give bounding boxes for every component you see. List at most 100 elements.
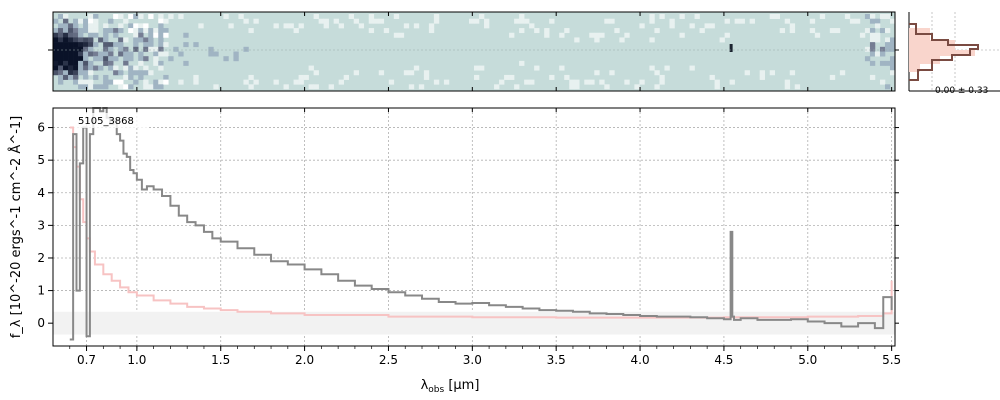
- spectrum-2d-pixel: [574, 37, 580, 43]
- spectrum-2d-pixel: [133, 65, 139, 71]
- spectrum-2d-pixel: [93, 28, 99, 34]
- spectrum-2d-pixel: [654, 28, 660, 34]
- spectrum-2d-pixel: [63, 46, 69, 52]
- spectrum-2d-pixel: [83, 23, 89, 29]
- spectrum-2d-pixel: [423, 70, 430, 76]
- spectrum-2d-pixel: [198, 23, 204, 29]
- spectrum-2d-pixel: [83, 42, 89, 48]
- spectrum-2d-pixel: [484, 18, 490, 24]
- spectrum-2d-pixel: [679, 14, 685, 19]
- spectrum-2d-pixel: [864, 28, 871, 34]
- spectrum-2d-pixel: [649, 65, 655, 71]
- spectrum-2d-pixel: [78, 37, 84, 43]
- spectrum-2d-pixel: [93, 74, 99, 80]
- spectrum-2d-pixel: [68, 70, 74, 76]
- zero-band: [53, 311, 895, 335]
- spectrum-2d-pixel: [884, 60, 891, 66]
- object-label-box: [74, 113, 148, 128]
- spectrum-2d-pixel: [148, 84, 154, 90]
- spectrum-2d-pixel: [63, 14, 69, 19]
- spectrum-2d-pixel: [494, 84, 500, 90]
- x-tick-label: 4.0: [631, 353, 650, 367]
- spectrum-2d-pixel: [649, 37, 655, 43]
- spectrum-2d-pixel: [123, 84, 129, 90]
- spectrum-2d-pixel: [393, 14, 400, 19]
- spectrum-2d-pixel: [368, 18, 375, 24]
- spectrum-2d-pixel: [133, 23, 139, 29]
- spectrum-2d-pixel: [383, 28, 390, 34]
- spectrum-2d-pixel: [148, 46, 154, 52]
- spectrum-2d-pixel: [338, 79, 344, 85]
- spectrum-2d-pixel: [368, 14, 375, 19]
- spectrum-2d-pixel: [118, 84, 124, 90]
- spectrum-2d-pixel: [599, 32, 605, 38]
- spectrum-2d-pixel: [158, 18, 164, 24]
- y-tick-label: 2: [37, 251, 45, 265]
- spectrum-2d-pixel: [549, 74, 555, 80]
- spectrum-2d-pixel: [58, 79, 64, 85]
- spectrum-2d-pixel: [163, 32, 169, 38]
- spectrum-2d-pixel: [98, 84, 104, 90]
- spectrum-2d-pixel: [93, 84, 99, 90]
- spectrum-2d-pixel: [123, 18, 129, 24]
- spectrum-2d-pixel: [403, 70, 410, 76]
- spectrum-2d-pixel: [178, 51, 184, 57]
- spectrum-2d-pixel: [869, 14, 876, 19]
- x-axis-label: λobs [μm]: [421, 378, 480, 395]
- spectrum-2d-pixel: [118, 23, 124, 29]
- spectrum-2d-pixel: [569, 84, 575, 90]
- spectrum-2d-pixel: [128, 74, 134, 80]
- spectrum-2d-pixel: [313, 70, 319, 76]
- spectrum-2d-pixel: [879, 60, 886, 66]
- spectrum-2d-pixel: [834, 28, 841, 34]
- spectrum-2d-pixel: [669, 23, 675, 29]
- spectrum-2d-pixel: [93, 32, 99, 38]
- spectrum-2d-pixel: [889, 70, 896, 76]
- spectrum-2d-pixel: [58, 46, 64, 52]
- spectrum-2d-pixel: [368, 28, 375, 34]
- spectrum-2d-pixel: [138, 74, 144, 80]
- spectrum-2d-pixel: [58, 74, 64, 80]
- spectrum-2d-pixel: [408, 70, 415, 76]
- spectrum-2d-pixel: [654, 84, 660, 90]
- spectrum-2d-pixel: [559, 32, 565, 38]
- spectrum-2d-pixel: [509, 32, 515, 38]
- spectrum-2d-pixel: [63, 70, 69, 76]
- spectrum-2d-pixel: [153, 60, 159, 66]
- spectrum-2d-pixel: [358, 23, 365, 29]
- spectrum-2d-pixel: [308, 84, 314, 90]
- spectrum-2d-pixel: [78, 42, 84, 48]
- spectrum-2d-pixel: [634, 84, 640, 90]
- spectrum-2d-pixel: [298, 74, 304, 80]
- x-tick-label: 5.5: [882, 353, 901, 367]
- spectrum-2d-pixel: [93, 14, 99, 19]
- spectrum-2d-pixel: [118, 79, 124, 85]
- spectrum-2d-pixel: [183, 42, 189, 48]
- spectrum-2d-pixel: [884, 42, 891, 48]
- spectrum-2d-pixel: [53, 28, 59, 34]
- spectrum-2d-pixel: [138, 60, 144, 66]
- spectrum-2d-pixel: [874, 37, 881, 43]
- spectrum-2d-pixel: [113, 28, 119, 34]
- spectrum-2d-pixel: [78, 79, 84, 85]
- spectrum-2d-pixel: [138, 23, 144, 29]
- spectrum-2d-pixel: [193, 42, 199, 48]
- spectrum-2d-pixel: [133, 37, 139, 43]
- spectrum-2d-pixel: [163, 18, 169, 24]
- spectrum-2d-pixel: [809, 28, 816, 34]
- spectrum-2d-pixel: [83, 37, 89, 43]
- spectrum-2d-pixel: [103, 56, 109, 62]
- spectrum-2d-pixel: [143, 46, 149, 52]
- spectrum-2d-pixel: [724, 18, 730, 24]
- spectrum-2d-pixel: [158, 32, 164, 38]
- spectrum-2d-pixel: [594, 32, 600, 38]
- spectrum-2d-pixel: [138, 14, 144, 19]
- spectrum-2d-pixel: [323, 18, 329, 24]
- spectrum-2d-pixel: [153, 28, 159, 34]
- spectrum-2d-pixel: [719, 37, 725, 43]
- spectrum-2d-pixel: [73, 42, 79, 48]
- spectrum-2d-pixel: [243, 79, 249, 85]
- spectrum-2d-pixel: [689, 65, 695, 71]
- spectrum-2d-pixel: [413, 65, 420, 71]
- spectrum-2d-pixel: [88, 70, 94, 76]
